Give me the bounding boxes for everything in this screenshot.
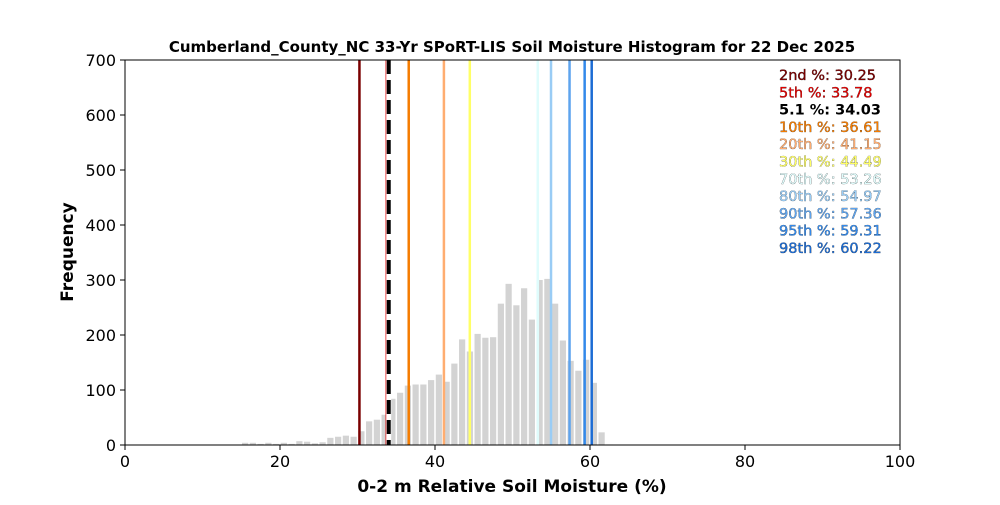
histogram-bar xyxy=(490,337,497,445)
legend-entry: 5.1 %: 34.03 xyxy=(779,103,881,119)
histogram-bar xyxy=(536,280,543,445)
histogram-bar xyxy=(521,288,528,445)
histogram-bar xyxy=(335,436,342,445)
x-tick-label: 20 xyxy=(270,452,290,471)
histogram-bar xyxy=(497,303,504,445)
legend-entry: 30th %: 44.49 xyxy=(779,155,882,171)
histogram-bar xyxy=(280,442,287,445)
histogram-bar xyxy=(474,333,481,445)
histogram-bar xyxy=(590,382,597,445)
histogram-bar xyxy=(598,432,605,445)
histogram-bar xyxy=(242,442,249,445)
legend-entry: 5th %: 33.78 xyxy=(779,85,873,101)
legend-entry: 10th %: 36.61 xyxy=(779,120,882,136)
legend-entry: 95th %: 59.31 xyxy=(779,224,882,240)
legend-entry: 98th %: 60.22 xyxy=(779,241,882,257)
x-tick-label: 100 xyxy=(885,452,916,471)
histogram-bar xyxy=(381,414,388,445)
histogram-bar xyxy=(257,443,264,445)
x-axis-label: 0-2 m Relative Soil Moisture (%) xyxy=(357,477,666,497)
legend-entry: 2nd %: 30.25 xyxy=(779,68,876,84)
histogram-bar xyxy=(296,441,303,445)
histogram-bar xyxy=(342,435,349,445)
legend-entry: 70th %: 53.26 xyxy=(779,172,882,188)
histogram-bar xyxy=(327,437,334,445)
histogram-bar xyxy=(443,381,450,445)
histogram-bar xyxy=(273,443,280,445)
histogram-bar xyxy=(575,370,582,445)
chart-title: Cumberland_County_NC 33-Yr SPoRT-LIS Soi… xyxy=(169,38,855,56)
plot-frame xyxy=(124,59,901,446)
x-tick-label: 40 xyxy=(425,452,445,471)
histogram-bar xyxy=(366,421,373,445)
histogram-bar xyxy=(358,431,365,445)
y-tick-label: 500 xyxy=(85,161,116,180)
histogram-bar xyxy=(428,380,435,445)
histogram-bar xyxy=(583,359,590,445)
y-tick-label: 400 xyxy=(85,216,116,235)
histogram-bar xyxy=(412,384,419,445)
histogram-bar xyxy=(304,441,311,445)
histogram-bar xyxy=(420,384,427,445)
histogram-bar xyxy=(552,303,559,445)
histogram-bar xyxy=(435,374,442,445)
histogram-bar xyxy=(288,443,295,445)
histogram-bar xyxy=(482,337,489,445)
y-tick-label: 700 xyxy=(85,51,116,70)
legend-entry: 90th %: 57.36 xyxy=(779,206,882,222)
histogram-bar xyxy=(459,339,466,445)
histogram-bar xyxy=(249,442,256,445)
histogram-bar xyxy=(528,319,535,445)
y-tick-label: 100 xyxy=(85,381,116,400)
histogram-bar xyxy=(319,442,326,445)
y-axis-label: Frequency xyxy=(58,202,78,302)
x-tick-label: 0 xyxy=(120,452,130,471)
legend-entry: 20th %: 41.15 xyxy=(779,137,882,153)
y-tick-label: 200 xyxy=(85,326,116,345)
histogram-bar xyxy=(350,436,357,445)
y-tick-label: 300 xyxy=(85,271,116,290)
histogram-bar xyxy=(373,419,380,445)
histogram-bar xyxy=(397,392,404,445)
y-tick-label: 0 xyxy=(106,436,116,455)
histogram-bar xyxy=(451,363,458,445)
histogram-bar xyxy=(559,340,566,445)
histogram-bar xyxy=(311,443,318,445)
histogram-bar xyxy=(544,278,551,445)
legend-entry: 80th %: 54.97 xyxy=(779,189,882,205)
x-tick-label: 80 xyxy=(735,452,755,471)
histogram-bar xyxy=(505,283,512,445)
x-tick-label: 60 xyxy=(580,452,600,471)
histogram-bar xyxy=(265,442,272,445)
histogram-bar xyxy=(513,305,520,445)
histogram-bar xyxy=(389,398,396,445)
y-tick-label: 600 xyxy=(85,106,116,125)
